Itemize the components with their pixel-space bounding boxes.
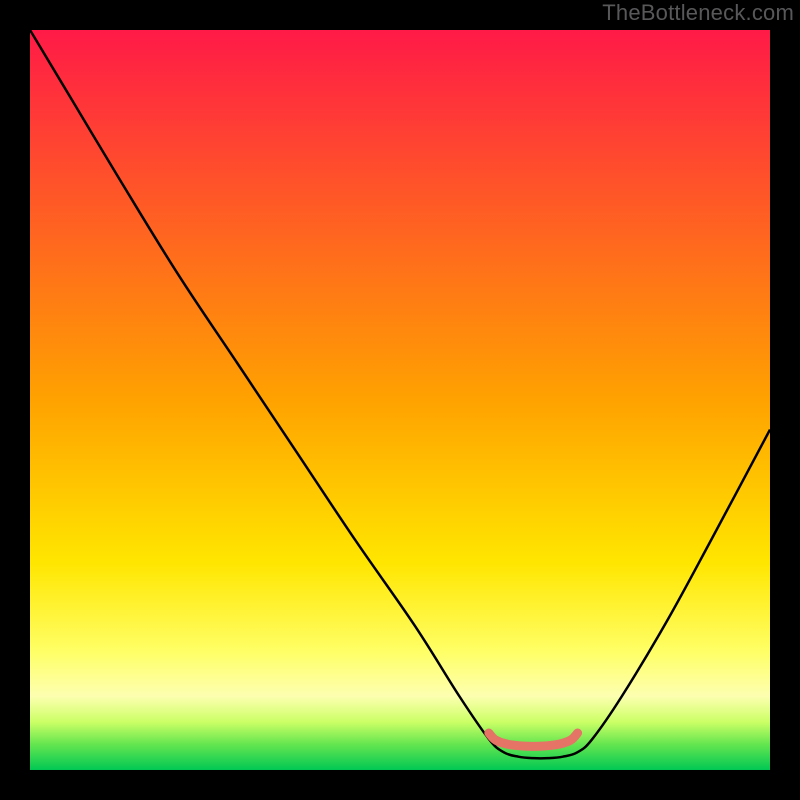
plot-background-gradient	[30, 30, 770, 770]
watermark-text: TheBottleneck.com	[602, 0, 794, 26]
bottleneck-chart	[0, 0, 800, 800]
